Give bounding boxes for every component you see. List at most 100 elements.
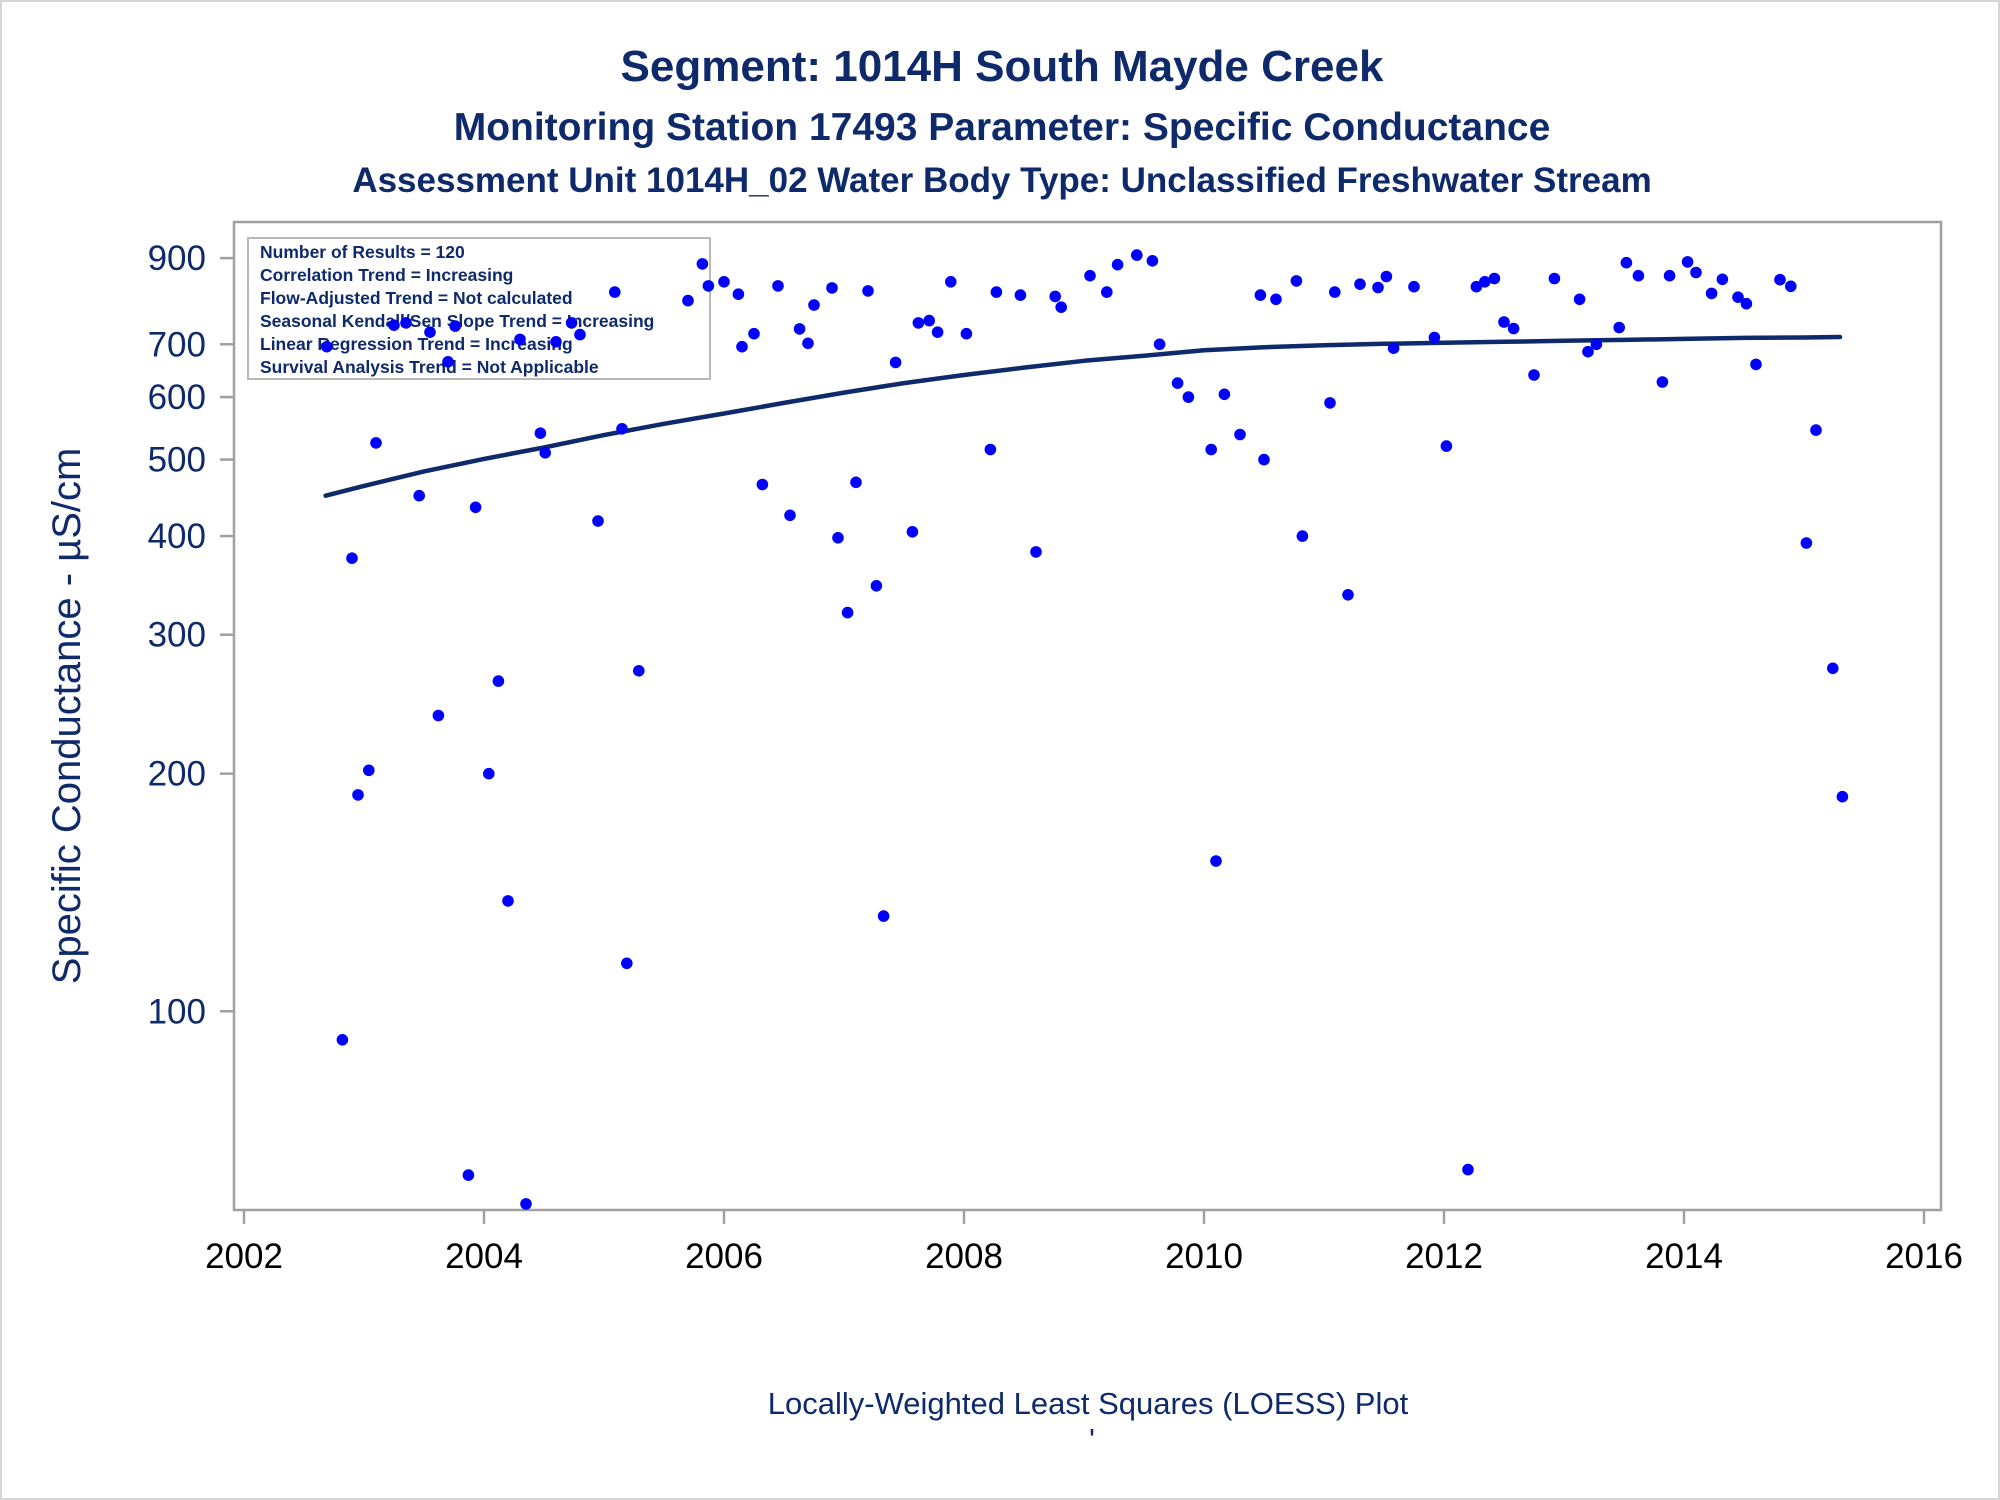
x-tick-label: 2008 xyxy=(925,1237,1003,1276)
data-point xyxy=(1111,258,1124,271)
loess-line xyxy=(323,334,1843,498)
data-point xyxy=(923,314,935,327)
data-point xyxy=(1681,256,1694,268)
x-axis: 2002 2004 2006 2008 2010 2012 2014 2016 xyxy=(205,1210,1963,1276)
stats-line: Number of Results = 120 xyxy=(260,242,465,262)
data-point xyxy=(1372,281,1384,294)
data-point xyxy=(1620,256,1633,269)
data-point xyxy=(534,427,547,440)
data-point xyxy=(1329,286,1341,298)
data-point xyxy=(1234,428,1246,441)
data-point xyxy=(1690,266,1702,279)
data-point xyxy=(1101,286,1113,298)
data-point xyxy=(483,767,495,780)
data-point xyxy=(424,326,436,339)
data-point xyxy=(1582,345,1594,358)
data-point xyxy=(1462,1163,1474,1176)
data-point xyxy=(492,675,505,687)
data-point xyxy=(736,340,748,353)
stats-line: Linear Regression Trend = Increasing xyxy=(260,334,573,354)
data-point xyxy=(336,1034,349,1046)
data-point xyxy=(413,489,426,502)
y-tick-label: 900 xyxy=(148,239,206,278)
data-point xyxy=(1528,369,1540,381)
data-point xyxy=(370,437,382,449)
data-point xyxy=(793,323,806,335)
data-point xyxy=(850,476,862,489)
data-point xyxy=(1810,424,1822,436)
data-point xyxy=(1800,537,1813,549)
data-point xyxy=(1479,276,1491,288)
data-point xyxy=(960,327,973,340)
x-tick-label: 2002 xyxy=(205,1237,283,1276)
data-point xyxy=(1498,316,1510,328)
data-point xyxy=(1084,269,1096,282)
data-point xyxy=(1836,790,1849,803)
data-point xyxy=(502,895,514,907)
data-point xyxy=(514,333,526,346)
data-point xyxy=(1055,301,1067,314)
data-point xyxy=(718,276,730,288)
data-point xyxy=(1254,289,1267,301)
data-point xyxy=(1171,377,1184,389)
data-point xyxy=(1740,297,1753,310)
data-point xyxy=(732,288,745,301)
data-point xyxy=(592,515,604,527)
data-point xyxy=(1296,530,1309,542)
data-point xyxy=(984,443,997,456)
data-point xyxy=(1507,322,1520,335)
data-point xyxy=(1131,249,1143,261)
data-point xyxy=(1205,443,1217,456)
stats-line: Survival Analysis Trend = Not Applicable xyxy=(260,357,599,377)
data-point xyxy=(1428,331,1441,344)
y-tick-label: 100 xyxy=(148,992,206,1031)
data-point xyxy=(1590,338,1603,351)
y-axis-label: Specific Conductance - µS/cm xyxy=(45,448,89,985)
data-point xyxy=(931,326,944,339)
data-point xyxy=(1049,290,1061,303)
data-point xyxy=(802,337,814,350)
x-tick-label: 2012 xyxy=(1405,1237,1483,1276)
y-tick-label: 500 xyxy=(148,441,206,480)
data-point xyxy=(442,356,454,368)
data-point xyxy=(841,606,854,619)
data-point xyxy=(889,356,902,369)
data-point xyxy=(702,280,715,292)
data-point xyxy=(346,552,358,564)
data-point xyxy=(1258,453,1270,466)
data-point xyxy=(1440,440,1453,452)
loess-layer xyxy=(323,334,1843,498)
data-point xyxy=(1656,376,1669,388)
data-point xyxy=(1182,391,1195,403)
data-point xyxy=(1270,293,1282,306)
footnote-mark: ' xyxy=(1089,1422,1095,1457)
x-tick-label: 2010 xyxy=(1165,1237,1243,1276)
data-point xyxy=(1705,287,1718,300)
data-point xyxy=(1716,273,1729,286)
x-tick-label: 2006 xyxy=(685,1237,763,1276)
data-point xyxy=(432,709,445,722)
chart-subtitle-station: Monitoring Station 17493 Parameter: Spec… xyxy=(454,106,1551,149)
data-point xyxy=(1342,589,1354,601)
x-tick-label: 2016 xyxy=(1885,1237,1963,1276)
data-point xyxy=(1750,358,1762,371)
data-point xyxy=(1354,278,1366,291)
data-point xyxy=(1732,291,1744,304)
data-point xyxy=(539,447,551,459)
data-point xyxy=(1632,269,1645,282)
data-point xyxy=(550,336,562,348)
data-point xyxy=(990,286,1003,298)
data-point xyxy=(756,478,769,491)
data-point xyxy=(469,501,482,514)
stats-box: Number of Results = 120 Correlation Trend… xyxy=(247,237,711,380)
data-point xyxy=(449,320,462,332)
data-point xyxy=(748,327,760,340)
data-point xyxy=(1146,254,1159,267)
data-point xyxy=(682,294,694,307)
data-point xyxy=(363,764,375,777)
data-point xyxy=(633,665,645,677)
data-point xyxy=(1548,272,1561,285)
y-tick-label: 600 xyxy=(148,378,206,417)
data-point xyxy=(945,276,957,288)
